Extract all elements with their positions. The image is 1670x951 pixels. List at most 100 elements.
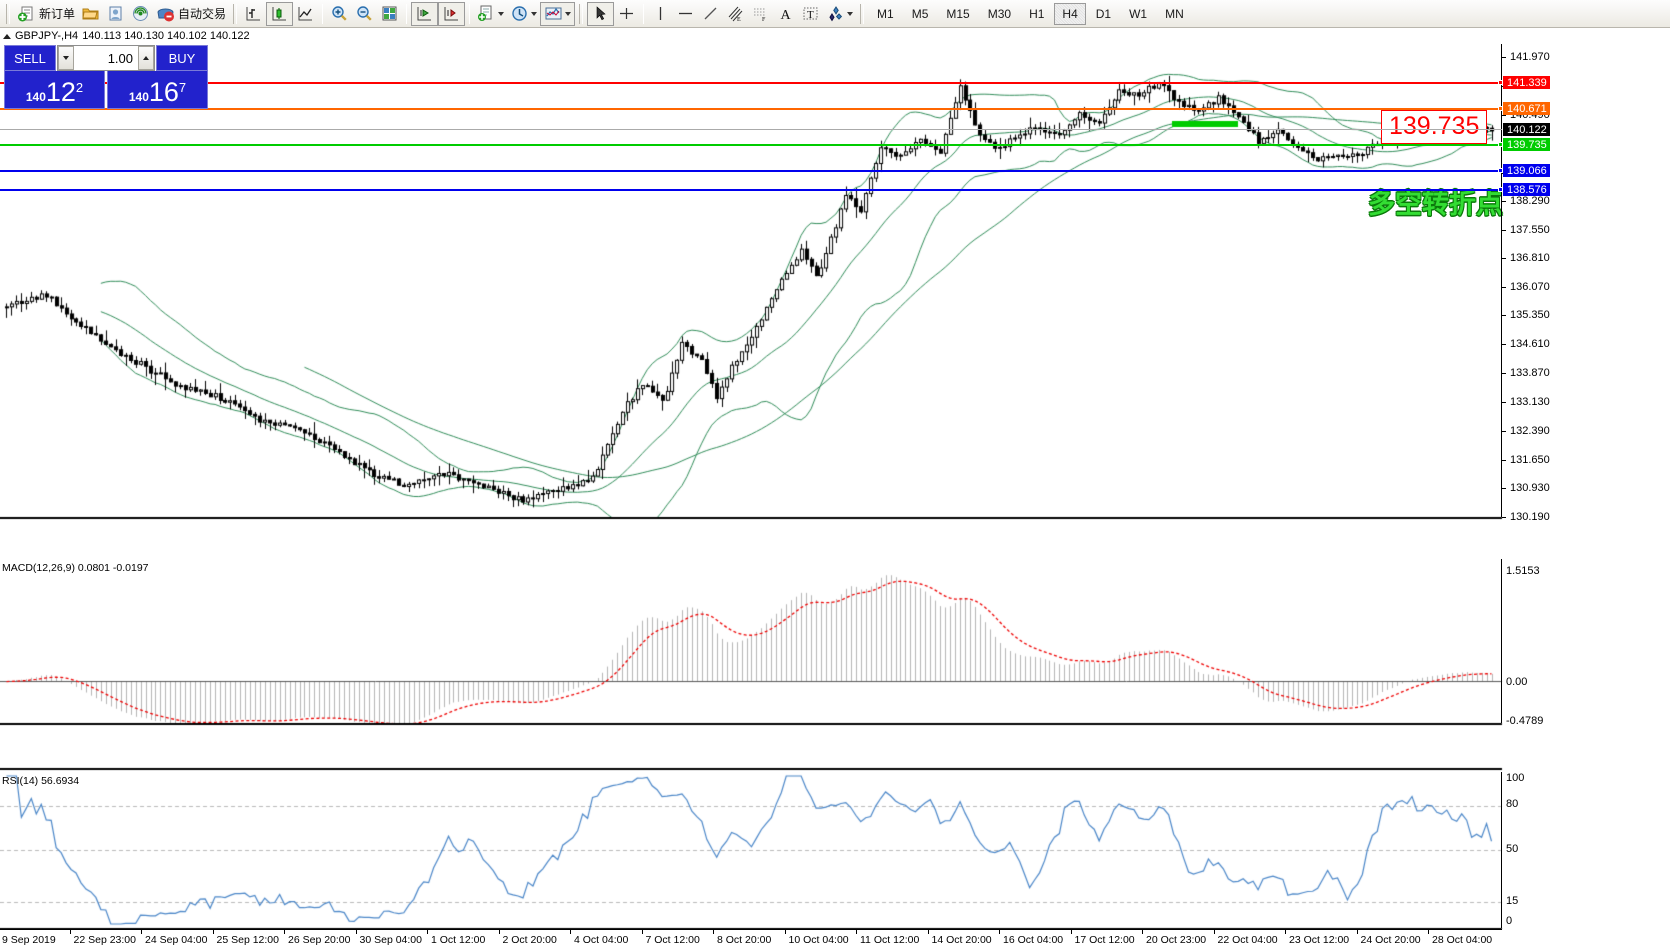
price-level-handle[interactable] xyxy=(1498,106,1503,111)
time-axis-label: 26 Sep 20:00 xyxy=(288,934,351,946)
price-level-line-140.671[interactable] xyxy=(0,106,1503,111)
chevron-down-icon xyxy=(63,56,69,60)
price-callout-annotation[interactable]: 139.735 xyxy=(1381,110,1488,144)
buy-label[interactable]: BUY xyxy=(156,45,208,71)
rsi-axis-label: 80 xyxy=(1506,798,1519,810)
time-axis-label: 16 Oct 04:00 xyxy=(1003,934,1064,946)
price-tick xyxy=(1502,459,1506,461)
time-tick xyxy=(713,930,714,934)
rsi-title: RSI(14) 56.6934 xyxy=(2,775,80,787)
price-level-line-139.735[interactable] xyxy=(0,142,1503,147)
buy-price-integer: 140 xyxy=(128,90,149,104)
price-tick-label: 136.070 xyxy=(1510,281,1550,294)
price-level-line-139.066[interactable] xyxy=(0,168,1503,173)
buy-price-fraction: 7 xyxy=(178,80,187,95)
price-level-handle[interactable] xyxy=(1498,168,1503,173)
price-tick xyxy=(1502,258,1506,260)
time-tick xyxy=(1142,930,1143,934)
time-tick xyxy=(1070,930,1072,934)
volume-increase-button[interactable] xyxy=(138,46,154,70)
volume-stepper[interactable]: 1.00 xyxy=(57,45,155,71)
buy-price-button[interactable]: 140 16 7 xyxy=(107,71,208,109)
price-tick-label: 136.810 xyxy=(1510,252,1550,265)
time-axis-label: 28 Oct 04:00 xyxy=(1432,934,1493,946)
rsi-axis-label: 15 xyxy=(1506,895,1519,907)
sell-price-integer: 140 xyxy=(25,90,46,104)
sell-price-button[interactable]: 140 12 2 xyxy=(4,71,105,109)
price-tick-label: 134.610 xyxy=(1510,338,1550,351)
time-axis-label: 9 Sep 2019 xyxy=(2,934,56,946)
time-axis-label: 2 Oct 20:00 xyxy=(502,934,557,946)
macd-axis-label: -0.4789 xyxy=(1506,715,1544,727)
price-tick xyxy=(1502,488,1506,490)
price-tag-support[interactable]: 139.735 xyxy=(1503,138,1550,151)
volume-decrease-button[interactable] xyxy=(58,46,74,70)
time-tick xyxy=(641,930,643,934)
time-axis-label: 14 Oct 20:00 xyxy=(931,934,992,946)
price-tick xyxy=(1502,56,1506,58)
time-tick xyxy=(1428,930,1429,934)
price-level-line-141.339[interactable] xyxy=(0,80,1503,85)
price-tag-support[interactable]: 138.576 xyxy=(1503,183,1550,196)
time-axis-label: 7 Oct 12:00 xyxy=(645,934,700,946)
time-axis-label: 24 Oct 20:00 xyxy=(1360,934,1421,946)
price-tag-resistance[interactable]: 141.339 xyxy=(1503,76,1550,89)
time-tick xyxy=(1356,930,1358,934)
time-tick xyxy=(427,930,428,934)
price-level-handle[interactable] xyxy=(1498,142,1503,147)
price-tick-label: 135.350 xyxy=(1510,309,1550,322)
price-tick xyxy=(1502,229,1506,231)
price-level-handle[interactable] xyxy=(1498,80,1503,85)
price-level-handle[interactable] xyxy=(1498,187,1503,192)
time-tick xyxy=(784,930,786,934)
axis-line-p3 xyxy=(1501,772,1502,928)
time-tick xyxy=(69,930,71,934)
price-tick-label: 133.870 xyxy=(1510,367,1550,380)
time-axis-label: 20 Oct 23:00 xyxy=(1146,934,1207,946)
price-tick xyxy=(1502,431,1506,433)
one-click-trading-panel: SELL 1.00 BUY 140 12 2 140 16 7 xyxy=(4,45,208,109)
time-axis-label: 24 Sep 04:00 xyxy=(145,934,208,946)
time-tick xyxy=(1285,930,1286,934)
time-axis-label: 11 Oct 12:00 xyxy=(860,934,920,946)
price-tick xyxy=(1502,200,1506,202)
price-tick xyxy=(1502,517,1506,518)
time-axis-label: 4 Oct 04:00 xyxy=(574,934,629,946)
price-tick-label: 130.190 xyxy=(1510,511,1550,523)
time-tick xyxy=(355,930,357,934)
price-level-line-138.576[interactable] xyxy=(0,187,1503,192)
axis-line-p2 xyxy=(1501,559,1502,723)
time-axis-label: 10 Oct 04:00 xyxy=(788,934,849,946)
price-tick-label: 130.930 xyxy=(1510,482,1550,495)
time-axis-label: 23 Oct 12:00 xyxy=(1289,934,1350,946)
volume-input[interactable]: 1.00 xyxy=(74,46,138,70)
time-tick xyxy=(1213,930,1215,934)
time-axis-label: 30 Sep 04:00 xyxy=(359,934,422,946)
price-tag-support[interactable]: 139.066 xyxy=(1503,164,1550,177)
time-axis-label: 22 Oct 04:00 xyxy=(1217,934,1278,946)
sell-price-main: 12 xyxy=(45,77,76,107)
time-tick xyxy=(141,930,142,934)
chinese-note-annotation[interactable]: 多空转折点 xyxy=(1368,189,1503,220)
price-tick-label: 141.970 xyxy=(1510,50,1550,63)
rsi-axis-label: 50 xyxy=(1506,843,1519,855)
price-tick-label: 133.130 xyxy=(1510,396,1550,409)
current-price-line xyxy=(0,129,1502,130)
price-tick xyxy=(1502,315,1506,317)
price-tick-label: 137.550 xyxy=(1510,223,1550,236)
sell-label[interactable]: SELL xyxy=(4,45,56,71)
price-tick-label: 132.390 xyxy=(1510,425,1550,438)
price-tag-resistance[interactable]: 140.671 xyxy=(1503,102,1550,115)
price-tag-current[interactable]: 140.122 xyxy=(1503,123,1550,136)
price-tick xyxy=(1502,402,1506,404)
time-axis-label: 22 Sep 23:00 xyxy=(73,934,136,946)
price-tick xyxy=(1502,344,1506,346)
time-tick xyxy=(498,930,500,934)
time-axis-label: 17 Oct 12:00 xyxy=(1074,934,1135,946)
macd-title: MACD(12,26,9) 0.0801 -0.0197 xyxy=(2,562,149,574)
time-tick xyxy=(927,930,929,934)
rsi-axis-label: 100 xyxy=(1506,772,1525,784)
time-tick xyxy=(999,930,1000,934)
chevron-up-icon xyxy=(143,56,149,60)
